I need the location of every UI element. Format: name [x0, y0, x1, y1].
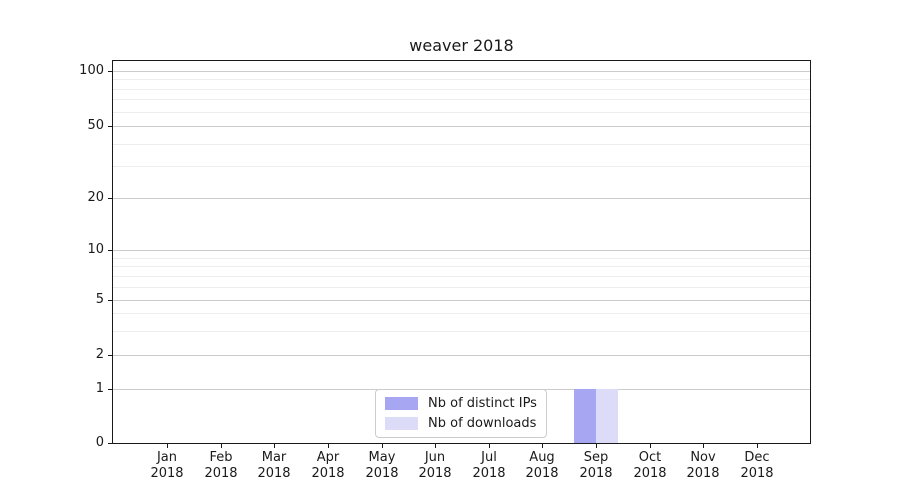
bar-nb-of-downloads-sep: [596, 389, 618, 443]
x-tick-year: 2018: [204, 466, 238, 481]
x-tick-year: 2018: [311, 466, 345, 481]
major-gridline: [113, 250, 810, 251]
x-tick-mark: [328, 444, 329, 448]
legend-swatch: [385, 397, 418, 410]
y-tick-label-5: 5: [95, 292, 104, 307]
minor-gridline: [113, 276, 810, 277]
y-tick-mark: [108, 355, 112, 356]
major-gridline: [113, 355, 810, 356]
y-tick-label-100: 100: [79, 63, 104, 78]
x-tick-label-sep: Sep 2018: [566, 450, 626, 482]
y-tick-mark: [108, 300, 112, 301]
y-tick-label-1: 1: [95, 381, 104, 396]
legend-label: Nb of downloads: [428, 416, 537, 431]
minor-gridline: [113, 287, 810, 288]
legend: Nb of distinct IPs Nb of downloads: [375, 389, 547, 438]
x-tick-month: Jan: [156, 450, 178, 465]
y-tick-label-20: 20: [87, 190, 104, 205]
x-tick-mark: [221, 444, 222, 448]
minor-gridline: [113, 99, 810, 100]
x-tick-year: 2018: [418, 466, 452, 481]
y-tick-mark: [108, 443, 112, 444]
major-gridline: [113, 71, 810, 72]
x-tick-label-jan: Jan 2018: [137, 450, 197, 482]
x-tick-month: Dec: [744, 450, 770, 465]
x-tick-month: Jun: [424, 450, 446, 465]
x-tick-month: May: [368, 450, 396, 465]
x-tick-label-apr: Apr 2018: [298, 450, 358, 482]
minor-gridline: [113, 331, 810, 332]
minor-gridline: [113, 266, 810, 267]
y-tick-label-2: 2: [95, 347, 104, 362]
legend-row: Nb of distinct IPs: [385, 396, 537, 411]
x-tick-year: 2018: [525, 466, 559, 481]
y-tick-label-0: 0: [95, 435, 104, 450]
x-tick-year: 2018: [740, 466, 774, 481]
minor-gridline: [113, 313, 810, 314]
x-tick-year: 2018: [472, 466, 506, 481]
x-tick-mark: [703, 444, 704, 448]
y-tick-mark: [108, 71, 112, 72]
major-gridline: [113, 198, 810, 199]
x-tick-mark: [542, 444, 543, 448]
y-tick-label-10: 10: [87, 242, 104, 257]
x-tick-year: 2018: [633, 466, 667, 481]
x-tick-mark: [596, 444, 597, 448]
x-tick-mark: [489, 444, 490, 448]
x-tick-year: 2018: [257, 466, 291, 481]
y-tick-mark: [108, 126, 112, 127]
x-tick-year: 2018: [150, 466, 184, 481]
x-tick-month: Oct: [638, 450, 662, 465]
minor-gridline: [113, 166, 810, 167]
x-tick-label-feb: Feb 2018: [191, 450, 251, 482]
x-tick-year: 2018: [365, 466, 399, 481]
x-tick-month: Nov: [690, 450, 716, 465]
x-tick-year: 2018: [579, 466, 613, 481]
x-tick-label-aug: Aug 2018: [512, 450, 572, 482]
y-tick-label-50: 50: [87, 118, 104, 133]
x-tick-mark: [274, 444, 275, 448]
x-tick-label-jul: Jul 2018: [459, 450, 519, 482]
plot-area: Nb of distinct IPs Nb of downloads: [112, 60, 811, 444]
minor-gridline: [113, 112, 810, 113]
x-tick-label-mar: Mar 2018: [244, 450, 304, 482]
x-tick-mark: [650, 444, 651, 448]
y-tick-mark: [108, 389, 112, 390]
x-tick-label-jun: Jun 2018: [405, 450, 465, 482]
x-tick-year: 2018: [686, 466, 720, 481]
major-gridline: [113, 126, 810, 127]
minor-gridline: [113, 144, 810, 145]
chart-title: weaver 2018: [409, 36, 514, 55]
x-tick-mark: [757, 444, 758, 448]
x-tick-month: Aug: [529, 450, 555, 465]
major-gridline: [113, 300, 810, 301]
x-tick-label-nov: Nov 2018: [673, 450, 733, 482]
legend-label: Nb of distinct IPs: [428, 396, 537, 411]
x-tick-mark: [167, 444, 168, 448]
x-tick-label-oct: Oct 2018: [620, 450, 680, 482]
x-tick-month: Feb: [209, 450, 233, 465]
minor-gridline: [113, 258, 810, 259]
legend-swatch: [385, 417, 418, 430]
minor-gridline: [113, 79, 810, 80]
x-tick-month: Apr: [316, 450, 340, 465]
y-tick-mark: [108, 250, 112, 251]
x-tick-label-may: May 2018: [352, 450, 412, 482]
x-tick-month: Jul: [481, 450, 497, 465]
x-tick-mark: [382, 444, 383, 448]
x-tick-label-dec: Dec 2018: [727, 450, 787, 482]
x-tick-month: Sep: [583, 450, 609, 465]
minor-gridline: [113, 89, 810, 90]
y-tick-mark: [108, 198, 112, 199]
bar-nb-of-distinct-ips-sep: [574, 389, 596, 443]
x-tick-mark: [435, 444, 436, 448]
legend-row: Nb of downloads: [385, 416, 537, 431]
x-tick-month: Mar: [261, 450, 287, 465]
